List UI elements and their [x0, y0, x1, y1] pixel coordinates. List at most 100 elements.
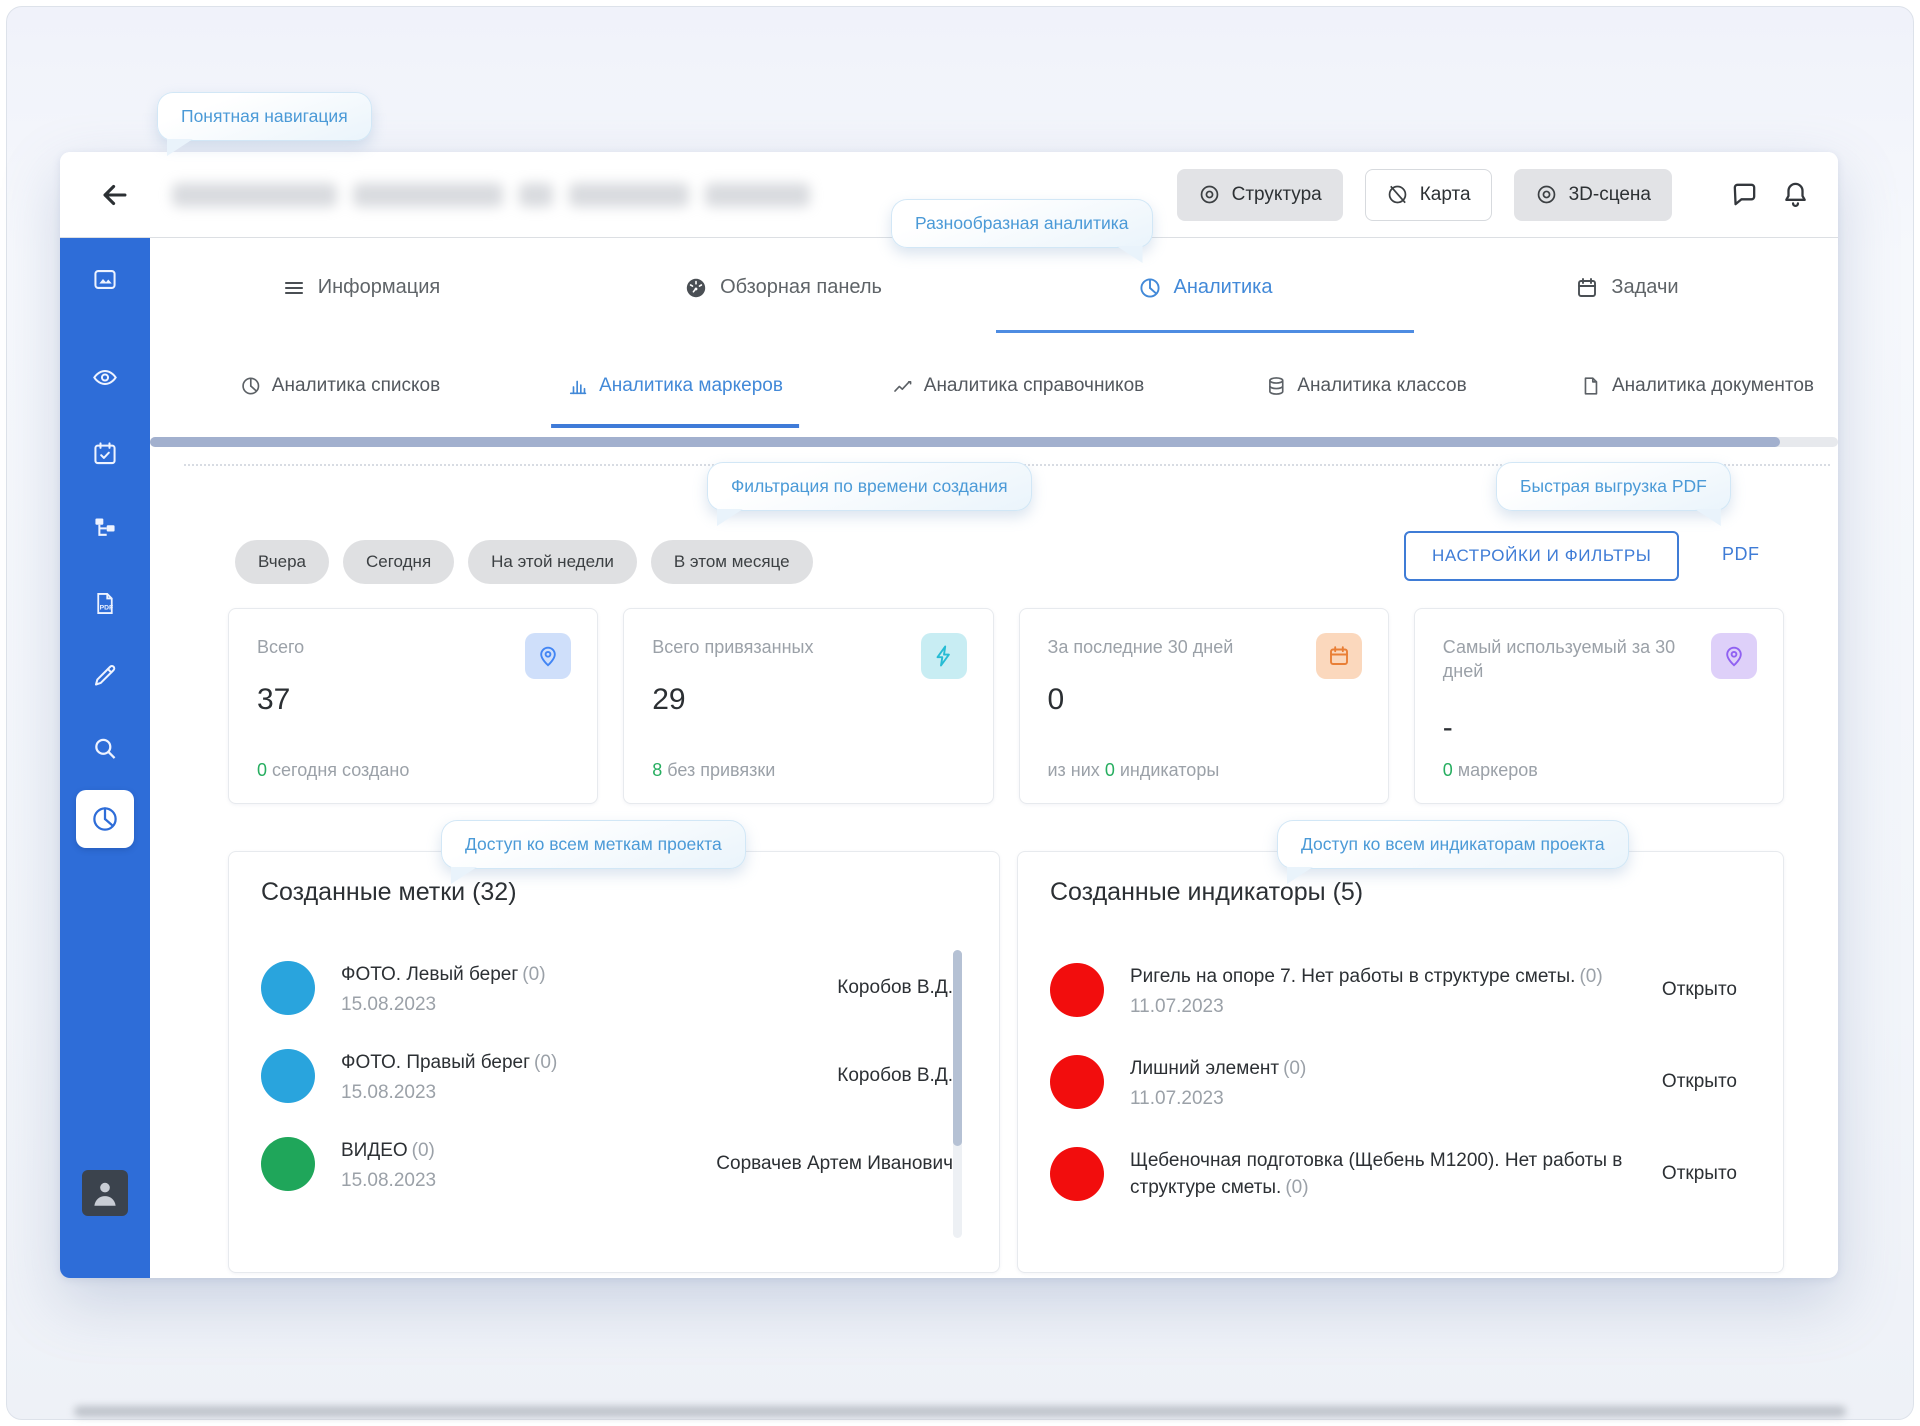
- list-item[interactable]: Щебеночная подготовка (Щебень М1200). Не…: [1050, 1128, 1737, 1220]
- stat-footer-text: индикаторы: [1119, 760, 1220, 780]
- tab-tasks[interactable]: Задачи: [1416, 238, 1838, 333]
- primary-tabs: Информация Обзорная панель Аналитика Зад…: [150, 238, 1838, 333]
- subtab-label: Аналитика документов: [1611, 375, 1815, 396]
- sidebar-item-analytics-active[interactable]: [76, 790, 134, 848]
- eye-off-icon: [1388, 185, 1407, 204]
- stat-footer-number: 0: [257, 760, 268, 780]
- tab-label: Задачи: [1611, 276, 1679, 298]
- settings-and-filters-button[interactable]: НАСТРОЙКИ И ФИЛЬТРЫ: [1404, 531, 1680, 581]
- callout-pdf-export: Быстрая выгрузка PDF: [1496, 462, 1731, 511]
- vertical-scrollbar-track: [953, 950, 962, 1238]
- mark-author: Сорвачев Артем Иванович: [716, 1153, 953, 1174]
- stat-footer: 0 сегодня создано: [257, 760, 409, 781]
- mark-title: ВИДЕО (0): [341, 1139, 435, 1161]
- list-item[interactable]: Ригель на опоре 7. Нет работы в структур…: [1050, 944, 1737, 1036]
- topbar-actions: Структура Карта 3D-сцена: [1176, 168, 1810, 221]
- blurred-project-title: [172, 182, 810, 207]
- structure-toggle-button[interactable]: Структура: [1176, 168, 1343, 221]
- horizontal-scrollbar-thumb[interactable]: [150, 437, 1780, 447]
- sidebar-item-pdf-export[interactable]: PDF: [92, 590, 119, 617]
- mark-date: 15.08.2023: [341, 1169, 437, 1191]
- map-toggle-button[interactable]: Карта: [1364, 168, 1492, 221]
- mark-count: (0): [522, 963, 546, 985]
- indicator-title: Ригель на опоре 7. Нет работы в структур…: [1130, 965, 1603, 987]
- indicator-text: Лишний элемент (0) 11.07.2023: [1130, 1055, 1630, 1110]
- chip-today[interactable]: Сегодня: [343, 540, 455, 584]
- indicator-count: (0): [1579, 965, 1603, 987]
- stat-value: -: [1442, 711, 1453, 744]
- indicator-status: Открыто: [1661, 979, 1737, 1000]
- stat-icon-badge: [1711, 633, 1757, 679]
- bar-chart-icon: [569, 380, 587, 395]
- chat-icon[interactable]: [1730, 180, 1759, 209]
- list-item[interactable]: ФОТО. Левый берег (0) 15.08.2023 Коробов …: [261, 944, 953, 1032]
- indicator-count: (0): [1285, 1177, 1309, 1198]
- database-icon: [1269, 377, 1284, 395]
- callout-indicators-access: Доступ ко всем индикаторам проекта: [1277, 820, 1629, 869]
- subtab-classes-analytics[interactable]: Аналитика классов: [1265, 344, 1467, 428]
- stat-footer-number: 0: [1104, 760, 1115, 780]
- mark-text: ФОТО. Левый берег (0) 15.08.2023: [341, 961, 821, 1016]
- subtab-label: Аналитика списков: [271, 375, 441, 396]
- created-marks-card: Созданные метки (32) ФОТО. Левый берег (0…: [228, 851, 1000, 1273]
- tab-analytics[interactable]: Аналитика: [994, 238, 1416, 333]
- sidebar-item-search[interactable]: [92, 735, 119, 762]
- pie-chart-icon: [93, 807, 117, 831]
- tab-overview-panel[interactable]: Обзорная панель: [572, 238, 994, 333]
- line-chart-icon: [894, 381, 912, 392]
- subtab-label: Аналитика классов: [1297, 375, 1467, 396]
- stat-label: За последние 30 дней: [1047, 637, 1234, 657]
- indicator-status: Открыто: [1661, 1071, 1737, 1092]
- card-title: Созданные метки (32): [261, 878, 517, 906]
- list-item[interactable]: ФОТО. Правый берег (0) 15.08.2023 Коробов…: [261, 1032, 953, 1120]
- stat-icon-badge: [920, 633, 967, 679]
- sidebar-item-media[interactable]: [92, 266, 119, 293]
- chip-this-month[interactable]: В этом месяце: [650, 540, 813, 584]
- map-button-label: Карта: [1419, 183, 1471, 205]
- scene3d-toggle-button[interactable]: 3D-сцена: [1513, 168, 1672, 221]
- mark-count: (0): [534, 1051, 558, 1073]
- bell-icon[interactable]: [1781, 180, 1810, 209]
- stat-icon-badge: [1315, 633, 1362, 679]
- stat-footer: 8 без привязки: [652, 760, 775, 781]
- sidebar-item-calendar[interactable]: [92, 440, 119, 467]
- vertical-scrollbar-thumb[interactable]: [953, 950, 962, 1146]
- list-item[interactable]: ВИДЕО (0) 15.08.2023 Сорвачев Артем Ивано…: [261, 1120, 953, 1208]
- eye-target-icon: [1200, 185, 1218, 204]
- mark-color-dot: [261, 961, 315, 1015]
- indicator-color-dot: [1050, 1055, 1104, 1109]
- subtab-directories-analytics[interactable]: Аналитика справочников: [892, 344, 1144, 428]
- stat-footer-text: без привязки: [667, 760, 776, 780]
- horizontal-scrollbar-track: [150, 437, 1838, 447]
- chip-this-week[interactable]: На этой недели: [468, 540, 637, 584]
- indicator-text: Ригель на опоре 7. Нет работы в структур…: [1130, 963, 1630, 1018]
- stat-footer-number: 8: [652, 760, 663, 780]
- pdf-export-link[interactable]: PDF: [1722, 544, 1760, 564]
- sidebar-item-visibility[interactable]: [92, 364, 119, 391]
- pie-chart-icon: [1139, 277, 1160, 298]
- tab-label: Обзорная панель: [720, 276, 882, 298]
- indicator-color-dot: [1050, 1147, 1104, 1201]
- stat-footer: из них 0 индикаторы: [1048, 760, 1220, 781]
- indicators-list: Ригель на опоре 7. Нет работы в структур…: [1050, 944, 1737, 1220]
- list-item[interactable]: Лишний элемент (0) 11.07.2023 Открыто: [1050, 1036, 1737, 1128]
- sidebar-item-structure-tree[interactable]: [92, 514, 119, 541]
- created-indicators-card: Созданные индикаторы (5) Ригель на опоре…: [1017, 851, 1784, 1273]
- time-filter-chips: Вчера Сегодня На этой недели В этом меся…: [235, 540, 813, 584]
- tab-information[interactable]: Информация: [150, 238, 572, 333]
- chip-yesterday[interactable]: Вчера: [235, 540, 329, 584]
- stat-footer: 0 маркеров: [1443, 760, 1538, 781]
- user-avatar[interactable]: [82, 1170, 128, 1216]
- subtab-markers-analytics[interactable]: Аналитика маркеров: [551, 344, 799, 428]
- stat-icon-badge: [525, 633, 572, 679]
- subtab-documents-analytics[interactable]: Аналитика документов: [1580, 344, 1814, 428]
- subtab-lists-analytics[interactable]: Аналитика списков: [240, 344, 440, 428]
- blur-blob: [569, 182, 689, 207]
- back-arrow-icon[interactable]: [98, 178, 132, 212]
- indicator-date: 11.07.2023: [1130, 995, 1224, 1017]
- mark-title: ФОТО. Правый берег (0): [341, 1051, 558, 1073]
- analytics-subtabs: Аналитика списков Аналитика маркеров Ана…: [150, 344, 1838, 428]
- sidebar-item-edit[interactable]: [92, 662, 119, 689]
- stat-cards-row: Всего 37 0 сегодня создано Всего привязан…: [228, 608, 1784, 804]
- calendar-icon: [1578, 277, 1597, 297]
